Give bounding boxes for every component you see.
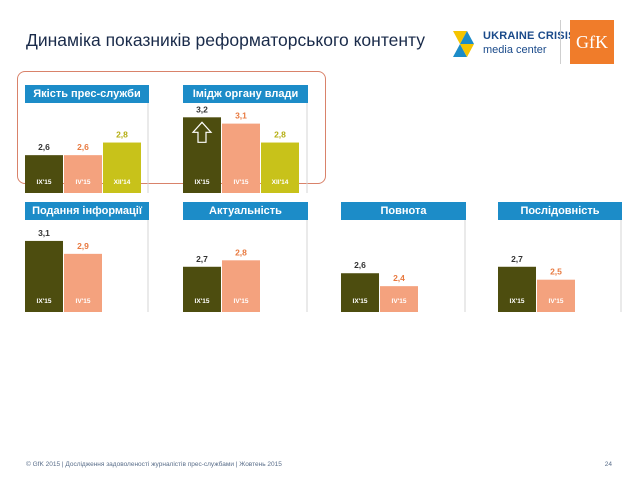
highlight-frame xyxy=(17,71,326,184)
value-label: 2,8 xyxy=(235,247,247,257)
category-label: XII'14 xyxy=(114,179,131,186)
category-label: IV'15 xyxy=(549,298,564,305)
ucmc-emblem-icon xyxy=(453,31,474,57)
up-arrow-icon xyxy=(191,121,213,143)
category-label: IX'15 xyxy=(510,298,525,305)
bar-ix15 xyxy=(498,266,536,312)
chart-title: Послідовність xyxy=(498,202,622,220)
chart-title: Якість прес-служби xyxy=(25,85,149,103)
category-label: XII'14 xyxy=(272,179,289,186)
page-title: Динаміка показників реформаторського кон… xyxy=(26,30,425,50)
page-number: 24 xyxy=(604,461,612,468)
chart-plot: IX'15 2,7 IV'15 2,8 xyxy=(183,220,308,312)
bar-ix15 xyxy=(183,266,221,312)
bar-ix15 xyxy=(25,240,63,312)
bar-xii14 xyxy=(103,142,141,193)
chart-plot: IX'15 2,7 IV'15 2,5 xyxy=(498,220,622,312)
chart-panel-authority-image: Імідж органу влади IX'15 3,2 IV'15 3,1 XII'14… xyxy=(183,85,308,193)
category-label: IV'15 xyxy=(76,298,91,305)
ukraine-crisis-media-center-logo: UKRAINE CRISIS media center xyxy=(451,27,575,63)
chart-title: Повнота xyxy=(341,202,466,220)
value-label: 2,9 xyxy=(77,241,89,251)
value-label: 2,5 xyxy=(550,267,562,277)
ucmc-logo-line2: media center xyxy=(483,44,547,56)
chart-panel-press-service-quality: Якість прес-служби IX'15 2,6 IV'15 2,6 XII'14… xyxy=(25,85,149,193)
bar-iv15 xyxy=(64,253,102,312)
value-label: 2,8 xyxy=(116,130,128,140)
chart-panel-relevance: Актуальність IX'15 2,7 IV'15 2,8 xyxy=(183,202,308,312)
category-label: IX'15 xyxy=(195,298,210,305)
chart-title: Актуальність xyxy=(183,202,308,220)
bar-iv15 xyxy=(222,260,260,312)
value-label: 3,1 xyxy=(235,111,247,121)
chart-plot: IX'15 3,2 IV'15 3,1 XII'14 2,8 xyxy=(183,103,308,193)
category-label: IV'15 xyxy=(392,298,407,305)
bar-ix15 xyxy=(183,117,221,193)
bar-iv15 xyxy=(380,286,418,312)
bar-iv15 xyxy=(64,155,102,193)
chart-panel-consistency: Послідовність IX'15 2,7 IV'15 2,5 xyxy=(498,202,622,312)
gfk-logo: GfK xyxy=(570,20,614,64)
bar-iv15 xyxy=(222,123,260,193)
chart-plot: IX'15 2,6 IV'15 2,6 XII'14 2,8 xyxy=(25,103,149,193)
chart-title: Імідж органу влади xyxy=(183,85,308,103)
value-label: 3,1 xyxy=(38,228,50,238)
chart-plot: IX'15 3,1 IV'15 2,9 xyxy=(25,220,149,312)
category-label: IV'15 xyxy=(234,179,249,186)
bar-ix15 xyxy=(25,155,63,193)
value-label: 2,6 xyxy=(77,142,89,152)
value-label: 2,7 xyxy=(511,254,523,264)
value-label: 2,7 xyxy=(196,254,208,264)
bar-ix15 xyxy=(341,273,379,312)
logo-divider xyxy=(560,20,561,64)
category-label: IX'15 xyxy=(353,298,368,305)
chart-panel-completeness: Повнота IX'15 2,6 IV'15 2,4 xyxy=(341,202,466,312)
category-label: IV'15 xyxy=(76,179,91,186)
value-label: 2,4 xyxy=(393,273,405,283)
value-label: 3,2 xyxy=(196,104,208,114)
value-label: 2,6 xyxy=(38,142,50,152)
value-label: 2,8 xyxy=(274,130,286,140)
ucmc-logo-line1: UKRAINE CRISIS xyxy=(483,30,576,42)
value-label: 2,6 xyxy=(354,260,366,270)
bar-xii14 xyxy=(261,142,299,193)
footer-text: © GfK 2015 | Дослідження задоволеності ж… xyxy=(26,461,282,468)
category-label: IX'15 xyxy=(37,298,52,305)
chart-panel-information-delivery: Подання інформації IX'15 3,1 IV'15 2,9 xyxy=(25,202,149,312)
chart-title: Подання інформації xyxy=(25,202,149,220)
category-label: IV'15 xyxy=(234,298,249,305)
category-label: IX'15 xyxy=(195,179,210,186)
category-label: IX'15 xyxy=(37,179,52,186)
chart-plot: IX'15 2,6 IV'15 2,4 xyxy=(341,220,466,312)
bar-iv15 xyxy=(537,279,575,312)
